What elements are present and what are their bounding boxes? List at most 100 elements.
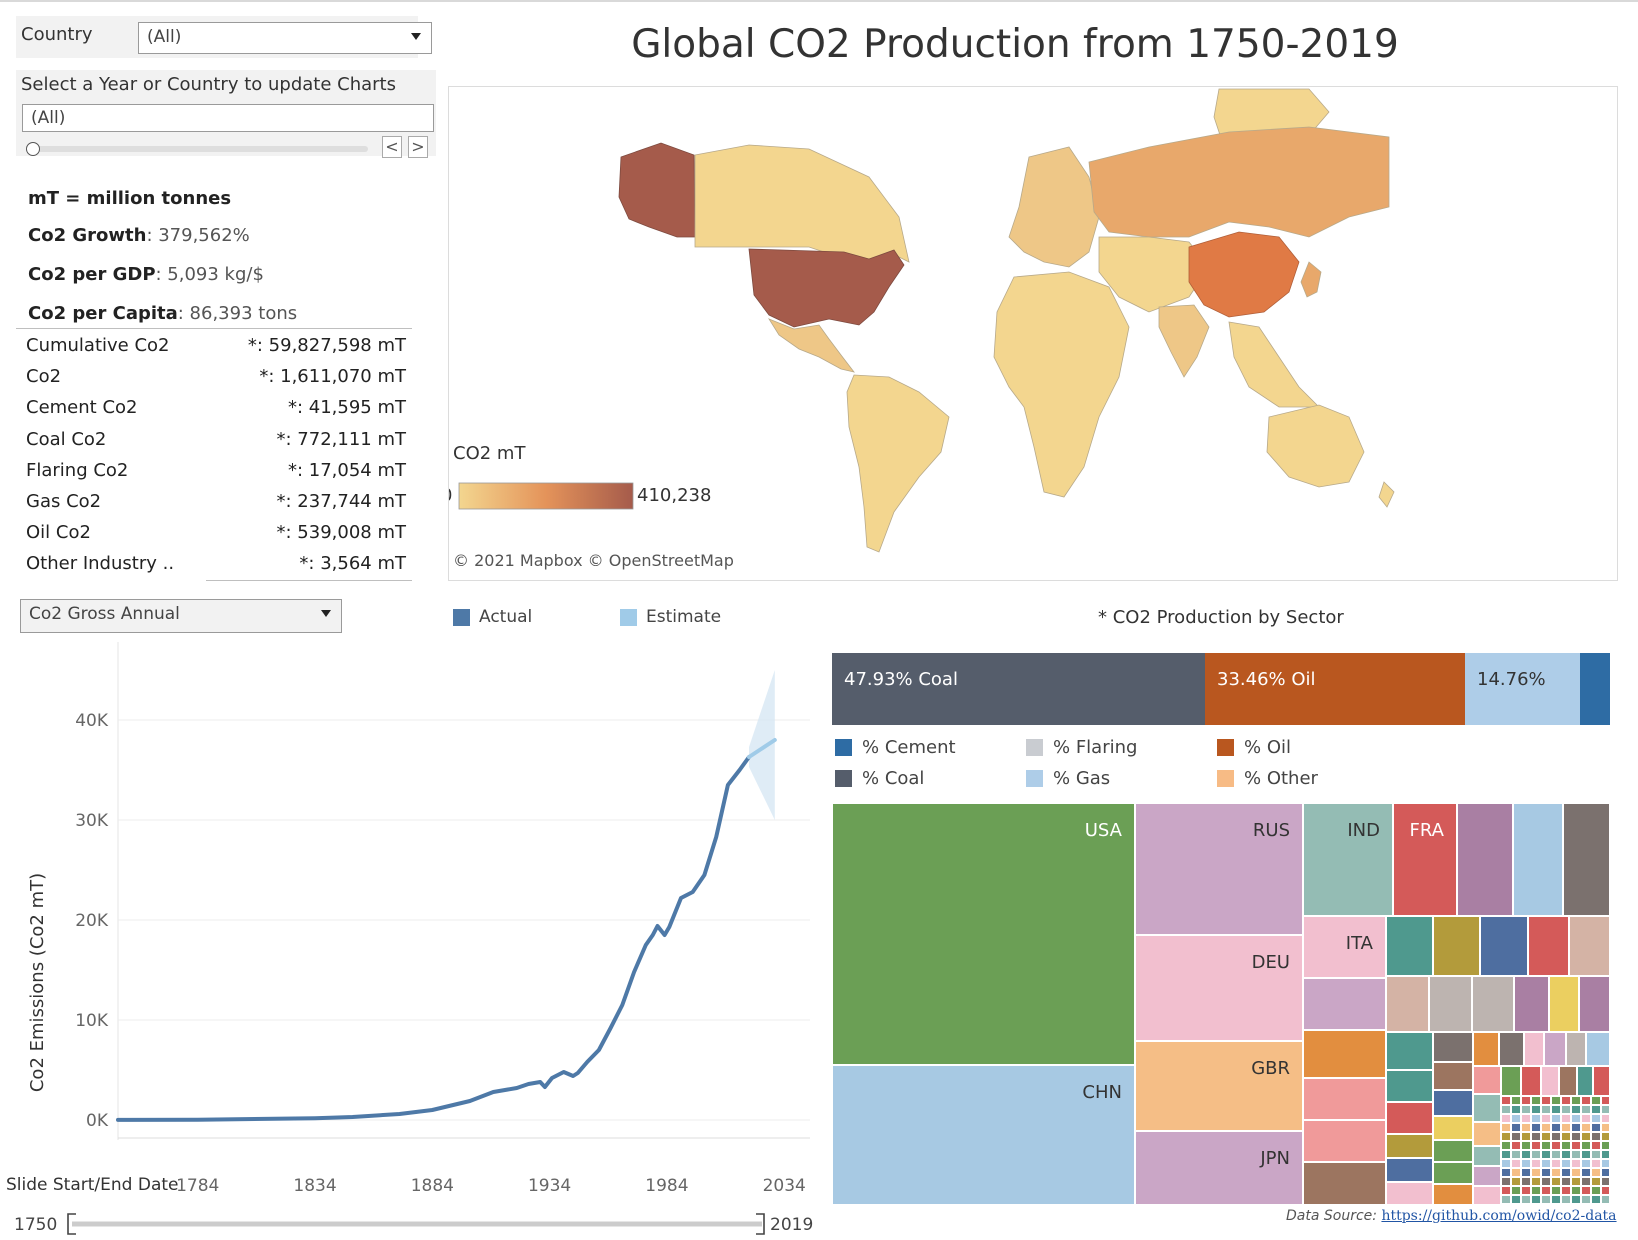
treemap-cell[interactable]	[1541, 1141, 1551, 1150]
map-canada[interactable]	[694, 144, 910, 263]
treemap-cell[interactable]	[1579, 976, 1610, 1032]
treemap-cell[interactable]	[1601, 1177, 1610, 1186]
treemap-cell[interactable]	[1531, 1186, 1541, 1195]
next-year-button[interactable]: >	[408, 136, 428, 158]
treemap-cell[interactable]	[1511, 1123, 1521, 1132]
map-africa[interactable]	[993, 271, 1130, 498]
treemap-cell[interactable]	[1531, 1177, 1541, 1186]
map-europe[interactable]	[1008, 146, 1100, 268]
treemap-cell[interactable]	[1472, 976, 1514, 1032]
sector-segment[interactable]: 33.46% Oil	[1205, 653, 1465, 725]
map-australia[interactable]	[1266, 404, 1365, 488]
treemap-cell[interactable]	[1581, 1096, 1591, 1105]
treemap-cell-ind[interactable]: IND	[1303, 803, 1393, 916]
treemap-cell[interactable]	[1429, 976, 1472, 1032]
treemap-cell[interactable]	[1571, 1177, 1581, 1186]
treemap-cell[interactable]	[1531, 1132, 1541, 1141]
treemap-cell-usa[interactable]: USA	[832, 803, 1135, 1065]
treemap-cell[interactable]	[1433, 1116, 1473, 1140]
treemap-cell[interactable]	[1511, 1096, 1521, 1105]
treemap-cell[interactable]	[1521, 1105, 1531, 1114]
treemap-cell[interactable]	[1591, 1186, 1601, 1195]
treemap-cell[interactable]	[1473, 1186, 1501, 1205]
treemap-cell[interactable]	[1501, 1141, 1511, 1150]
treemap-cell[interactable]	[1433, 1032, 1473, 1062]
treemap-cell[interactable]	[1559, 1066, 1577, 1096]
treemap-cell[interactable]	[1571, 1159, 1581, 1168]
treemap-cell[interactable]	[1531, 1096, 1541, 1105]
treemap-cell[interactable]	[1386, 1032, 1433, 1070]
treemap-cell[interactable]	[1601, 1159, 1610, 1168]
treemap-cell[interactable]	[1601, 1186, 1610, 1195]
sector-legend-swatch[interactable]	[1217, 739, 1234, 756]
treemap-cell[interactable]	[1541, 1114, 1551, 1123]
map-se-asia[interactable]	[1228, 321, 1320, 408]
treemap-cell[interactable]	[1501, 1150, 1511, 1159]
sector-legend-label[interactable]: % Oil	[1244, 737, 1291, 758]
treemap-cell[interactable]	[1541, 1123, 1551, 1132]
treemap-cell[interactable]	[1541, 1150, 1551, 1159]
treemap-cell[interactable]	[1581, 1105, 1591, 1114]
treemap-cell[interactable]	[1571, 1195, 1581, 1204]
treemap-cell[interactable]	[1551, 1186, 1561, 1195]
country-dropdown[interactable]: (All)	[138, 22, 432, 54]
treemap-cell[interactable]	[1433, 1062, 1473, 1090]
map-india[interactable]	[1158, 304, 1210, 378]
treemap-cell[interactable]	[1501, 1186, 1511, 1195]
sector-segment[interactable]: 14.76%	[1465, 653, 1580, 725]
treemap-cell[interactable]	[1591, 1177, 1601, 1186]
treemap-cell[interactable]	[1581, 1186, 1591, 1195]
sector-legend-label[interactable]: % Cement	[862, 737, 956, 758]
treemap-cell[interactable]	[1473, 1066, 1501, 1094]
treemap-cell[interactable]	[1501, 1195, 1511, 1204]
treemap-cell[interactable]	[1541, 1066, 1559, 1096]
map-russia[interactable]	[1088, 126, 1390, 238]
year-slider-handle[interactable]	[26, 142, 40, 156]
treemap-cell[interactable]	[1524, 1032, 1544, 1066]
treemap-cell[interactable]	[1601, 1132, 1610, 1141]
treemap-cell[interactable]	[1571, 1123, 1581, 1132]
treemap-cell[interactable]	[1501, 1159, 1511, 1168]
treemap-cell[interactable]	[1473, 1032, 1499, 1066]
treemap-cell[interactable]	[1386, 1070, 1433, 1102]
treemap-cell[interactable]	[1480, 916, 1528, 976]
treemap-cell[interactable]	[1511, 1159, 1521, 1168]
treemap-cell[interactable]	[1544, 1032, 1566, 1066]
treemap-cell[interactable]	[1531, 1105, 1541, 1114]
map-usa[interactable]	[748, 248, 905, 328]
treemap-cell[interactable]	[1571, 1096, 1581, 1105]
treemap-cell[interactable]	[1521, 1168, 1531, 1177]
treemap-cell[interactable]	[1591, 1168, 1601, 1177]
treemap-cell[interactable]	[1591, 1123, 1601, 1132]
treemap-cell[interactable]	[1591, 1150, 1601, 1159]
sector-legend-swatch[interactable]	[1217, 770, 1234, 787]
map-attribution[interactable]: © 2021 Mapbox © OpenStreetMap	[453, 551, 734, 570]
treemap-cell[interactable]	[1501, 1123, 1511, 1132]
map-south-america[interactable]	[846, 374, 950, 553]
year-slider-track[interactable]	[30, 146, 368, 152]
treemap-cell[interactable]	[1303, 1162, 1386, 1205]
treemap-cell[interactable]	[1551, 1123, 1561, 1132]
sector-segment[interactable]	[1580, 653, 1610, 725]
treemap-cell[interactable]	[1577, 1066, 1593, 1096]
treemap-cell[interactable]	[1581, 1141, 1591, 1150]
treemap-cell[interactable]	[1501, 1066, 1521, 1096]
treemap-cell[interactable]	[1591, 1132, 1601, 1141]
sector-legend-label[interactable]: % Coal	[862, 768, 925, 789]
treemap-cell[interactable]	[1551, 1195, 1561, 1204]
treemap-cell[interactable]	[1571, 1114, 1581, 1123]
treemap-cell[interactable]	[1521, 1186, 1531, 1195]
treemap-cell-gbr[interactable]: GBR	[1135, 1041, 1303, 1131]
prev-year-button[interactable]: <	[382, 136, 402, 158]
data-source-link[interactable]: https://github.com/owid/co2-data	[1381, 1208, 1617, 1224]
treemap-cell[interactable]	[1541, 1186, 1551, 1195]
treemap-cell[interactable]	[1601, 1096, 1610, 1105]
treemap-cell[interactable]	[1501, 1168, 1511, 1177]
treemap-cell[interactable]	[1386, 1182, 1433, 1205]
treemap-cell[interactable]	[1511, 1132, 1521, 1141]
treemap-cell[interactable]	[1571, 1141, 1581, 1150]
treemap-cell[interactable]	[1571, 1150, 1581, 1159]
treemap-cell-chn[interactable]: CHN	[832, 1065, 1135, 1205]
treemap-cell[interactable]	[1511, 1168, 1521, 1177]
treemap-cell[interactable]	[1511, 1150, 1521, 1159]
